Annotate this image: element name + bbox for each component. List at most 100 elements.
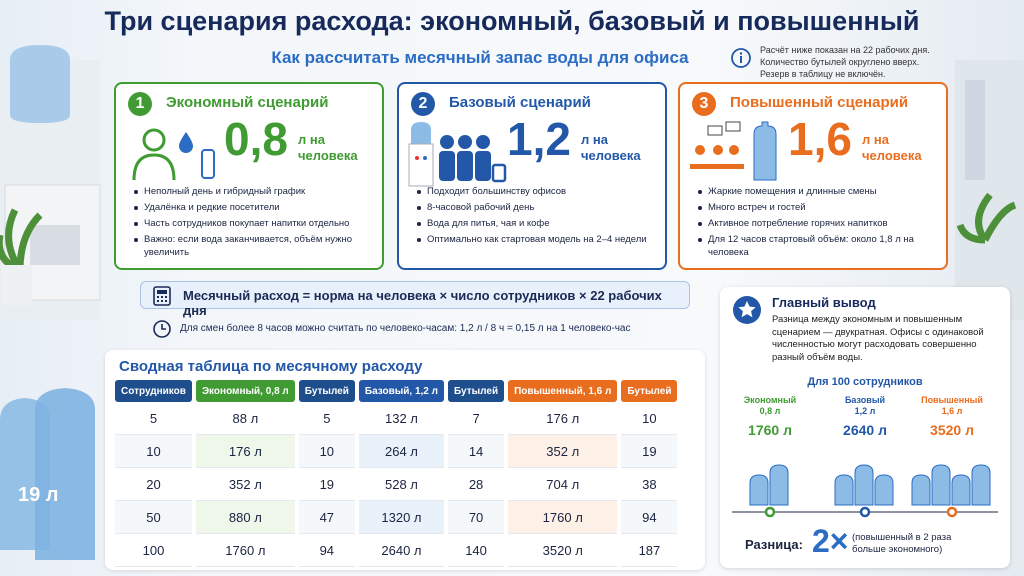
hours-note: Для смен более 8 часов можно считать по … <box>148 317 690 341</box>
bottle-icon <box>931 464 951 506</box>
bullet: Активное потребление горячих напитков <box>698 218 938 231</box>
table-cell: 19 <box>621 435 678 468</box>
column-header: Базовый, 1,2 л <box>358 380 444 402</box>
note-line: больше экономного) <box>852 544 943 555</box>
formula-text: Месячный расход = норма на человека × чи… <box>183 288 662 318</box>
table-cell: 38 <box>621 468 678 501</box>
conclusion-text: Разница между экономным и повышенным сце… <box>772 314 984 364</box>
item-total: 2640 л <box>843 422 887 438</box>
table-row: 100 1760 л 94 2640 л 140 3520 л 187 <box>115 534 678 567</box>
bottle-badge: 19 л <box>18 484 59 506</box>
icons <box>690 121 777 181</box>
bullet: Оптимально как стартовая модель на 2–4 н… <box>417 234 657 247</box>
text-line: численностью могут расходовать совершенн… <box>772 339 977 350</box>
text-line: Разница между экономным и повышенным <box>772 314 963 325</box>
bottle-icon <box>749 474 769 506</box>
bullet: Жаркие помещения и длинные смены <box>698 186 938 199</box>
item-norm: 1,2 л <box>854 406 876 416</box>
unit-line: человека <box>862 148 922 163</box>
unit-line: л на <box>581 132 608 147</box>
calculator-icon <box>153 286 171 306</box>
scenario-bullets: Жаркие помещения и длинные смены Много вс… <box>698 186 938 263</box>
header-row: Сотрудников Экономный, 0,8 л Бутылей Базовы… <box>115 380 678 402</box>
table-cell: 176 л <box>195 435 295 468</box>
unit-line: л на <box>298 132 325 147</box>
table-cell: 704 л <box>508 468 618 501</box>
scenario-title: Экономный сценарий <box>166 94 329 111</box>
scenario-title: Базовый сценарий <box>449 94 591 111</box>
star-icon <box>733 296 761 324</box>
table-title: Сводная таблица по месячному расходу <box>119 358 423 375</box>
icons <box>408 122 507 187</box>
table-cell: 94 <box>621 501 678 534</box>
bottle-icon <box>834 474 854 506</box>
table-cell: 1320 л <box>358 501 444 534</box>
scenario-card: 2 Базовый сценарий 1,2 л на человека Подходит… <box>397 82 667 270</box>
bottle-icon <box>769 464 789 506</box>
conclusion-subtitle: Для 100 сотрудников <box>807 376 923 388</box>
item-label: Повышенный <box>921 395 983 405</box>
difference-label: Разница: <box>745 537 803 552</box>
bullet: Неполный день и гибридный график <box>134 186 374 199</box>
table-cell: 352 л <box>195 468 295 501</box>
table-cell: 28 <box>448 468 505 501</box>
note-line: Расчёт ниже показан на 22 рабочих дня. <box>760 45 930 55</box>
table-row: 5 88 л 5 132 л 7 176 л 10 <box>115 402 678 435</box>
table-row: 10 176 л 10 264 л 14 352 л 19 <box>115 435 678 468</box>
column-header: Экономный, 0,8 л <box>195 380 295 402</box>
scenario-icons <box>688 120 788 195</box>
bottle-icon <box>951 474 971 506</box>
summary-table: Сотрудников Экономный, 0,8 л Бутылей Базовы… <box>111 380 681 567</box>
scale-dot <box>946 506 958 518</box>
table-cell: 88 л <box>195 402 295 435</box>
comparison-item: Базовый 1,2 л 2640 л <box>820 395 910 438</box>
column-header: Бутылей <box>621 380 678 402</box>
scenario-unit: л на человека <box>862 132 922 164</box>
table-cell: 19 <box>298 468 355 501</box>
table-cell: 264 л <box>358 435 444 468</box>
icons <box>132 128 215 181</box>
table-cell: 10 <box>115 435 192 468</box>
table-cell: 70 <box>448 501 505 534</box>
note: Расчёт ниже показан на 22 рабочих дня. К… <box>760 44 930 80</box>
difference-value: 2× <box>812 523 849 559</box>
note-line: Резерв в таблицу не включён. <box>760 69 886 79</box>
formula-box: Месячный расход = норма на человека × чи… <box>140 281 690 318</box>
bottle-icon <box>911 474 931 506</box>
scale-dot <box>859 506 871 518</box>
table-body: 5 88 л 5 132 л 7 176 л 10 10 176 л 10 264 л 14 352 л… <box>115 402 678 567</box>
column-header: Повышенный, 1,6 л <box>508 380 618 402</box>
table-cell: 352 л <box>508 435 618 468</box>
scenario-value: 0,8 <box>224 113 288 165</box>
table-cell: 528 л <box>358 468 444 501</box>
table-cell: 5 <box>115 402 192 435</box>
item-label: Базовый <box>844 395 886 405</box>
note-line: Количество бутылей округлено вверх. <box>760 57 920 67</box>
table-cell: 100 <box>115 534 192 567</box>
scenario-card: 3 Повышенный сценарий 1,6 л на человека Жарки… <box>678 82 948 270</box>
scenario-icons <box>407 120 507 195</box>
scenario-unit: л на человека <box>298 132 358 164</box>
text-line: разный объём воды. <box>772 351 863 363</box>
scenario-unit: л на человека <box>581 132 641 164</box>
item-label: Экономный <box>743 395 797 405</box>
table-cell: 1760 л <box>508 501 618 534</box>
table-cell: 3520 л <box>508 534 618 567</box>
table-cell: 140 <box>448 534 505 567</box>
bullet: Подходит большинству офисов <box>417 186 657 199</box>
table-cell: 880 л <box>195 501 295 534</box>
table-cell: 176 л <box>508 402 618 435</box>
bottle-icon <box>854 464 874 506</box>
table-row: 20 352 л 19 528 л 28 704 л 38 <box>115 468 678 501</box>
bullet: Вода для питья, чая и кофе <box>417 218 657 231</box>
item-norm: 1,6 л <box>941 406 963 416</box>
table-cell: 47 <box>298 501 355 534</box>
comparison-item: Повышенный 1,6 л 3520 л <box>907 395 997 438</box>
table-cell: 10 <box>621 402 678 435</box>
note-line: (повышенный в 2 раза <box>852 532 952 543</box>
scenario-card: 1 Экономный сценарий 0,8 л на человека Неполн… <box>114 82 384 270</box>
scenario-value: 1,2 <box>507 113 571 165</box>
bottles-comparison <box>732 464 998 518</box>
